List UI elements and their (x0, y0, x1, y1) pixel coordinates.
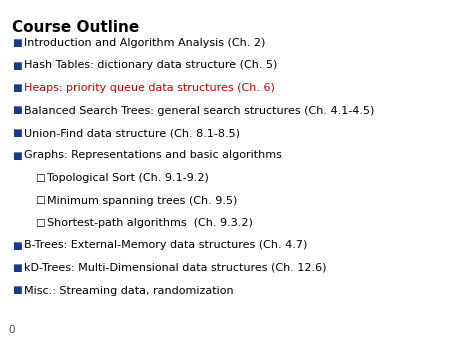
Text: B-Trees: External-Memory data structures (Ch. 4.7): B-Trees: External-Memory data structures… (24, 240, 307, 250)
Text: ■: ■ (12, 151, 22, 161)
Text: ■: ■ (12, 83, 22, 93)
Text: Hash Tables: dictionary data structure (Ch. 5): Hash Tables: dictionary data structure (… (24, 60, 277, 71)
Text: Course Outline: Course Outline (12, 20, 139, 35)
Text: 0: 0 (8, 325, 14, 335)
Text: Graphs: Representations and basic algorithms: Graphs: Representations and basic algori… (24, 151, 282, 161)
Text: ■: ■ (12, 128, 22, 138)
Text: ■: ■ (12, 285, 22, 296)
Text: Balanced Search Trees: general search structures (Ch. 4.1-4.5): Balanced Search Trees: general search st… (24, 106, 374, 116)
Text: ■: ■ (12, 240, 22, 250)
Text: Union-Find data structure (Ch. 8.1-8.5): Union-Find data structure (Ch. 8.1-8.5) (24, 128, 240, 138)
Text: Shortest-path algorithms  (Ch. 9.3.2): Shortest-path algorithms (Ch. 9.3.2) (47, 218, 253, 228)
Text: kD-Trees: Multi-Dimensional data structures (Ch. 12.6): kD-Trees: Multi-Dimensional data structu… (24, 263, 327, 273)
Text: Misc.: Streaming data, randomization: Misc.: Streaming data, randomization (24, 285, 234, 296)
Text: □: □ (35, 196, 45, 205)
Text: ■: ■ (12, 38, 22, 48)
Text: Introduction and Algorithm Analysis (Ch. 2): Introduction and Algorithm Analysis (Ch.… (24, 38, 266, 48)
Text: Heaps: priority queue data structures (Ch. 6): Heaps: priority queue data structures (C… (24, 83, 275, 93)
Text: □: □ (35, 173, 45, 183)
Text: ■: ■ (12, 60, 22, 71)
Text: ■: ■ (12, 106, 22, 116)
Text: Topological Sort (Ch. 9.1-9.2): Topological Sort (Ch. 9.1-9.2) (47, 173, 209, 183)
Text: ■: ■ (12, 263, 22, 273)
Text: □: □ (35, 218, 45, 228)
Text: Minimum spanning trees (Ch. 9.5): Minimum spanning trees (Ch. 9.5) (47, 196, 238, 205)
